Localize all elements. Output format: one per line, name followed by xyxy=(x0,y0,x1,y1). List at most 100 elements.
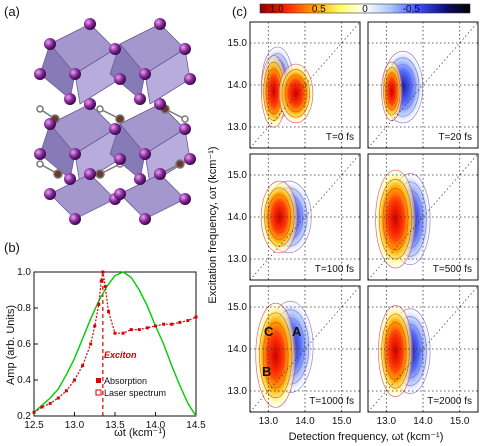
panel-c-ytick-label: 14.0 xyxy=(228,80,248,91)
absorption-point xyxy=(137,328,141,332)
chart-b-xtick-label: 14.0 xyxy=(146,420,166,431)
contour-line xyxy=(383,67,401,116)
absorption-point xyxy=(101,270,105,274)
panel-c-ytick-label: 13.0 xyxy=(228,386,248,397)
positive-signal-region xyxy=(260,54,287,129)
contour-line xyxy=(255,302,296,408)
contour-line xyxy=(262,322,289,389)
chart-b-ytick-label: 0.6 xyxy=(17,339,31,350)
time-label: T=1000 fs xyxy=(309,396,354,407)
subplot-5: T=2000 fs 13.0 14.0 15.0 xyxy=(367,285,479,427)
contour-line xyxy=(384,322,407,381)
crystal-structure-image xyxy=(34,18,196,225)
positive-signal-region xyxy=(377,304,414,399)
colorbar-tick-label: -1.0 xyxy=(445,4,463,15)
chart-b-ytick-label: 1.0 xyxy=(17,267,31,278)
panel-c-ytick-label: 13.0 xyxy=(228,254,248,265)
absorption-point xyxy=(194,315,198,319)
absorption-point xyxy=(154,324,157,328)
panel-c-ylabel: Excitation frequency, ωτ (kcm⁻¹) xyxy=(207,146,219,303)
positive-signal-region xyxy=(255,301,297,410)
panel-label-b: (b) xyxy=(4,240,20,255)
positive-signal-region xyxy=(374,168,417,270)
contour-line xyxy=(284,74,307,113)
colorbar-tick-label: -0.5 xyxy=(403,4,421,15)
panel-c-xtick-label: 14.0 xyxy=(413,416,433,427)
time-label: T=100 fs xyxy=(315,264,354,275)
positive-signal-region xyxy=(278,63,314,124)
chart-b-xtick-label: 14.5 xyxy=(186,420,206,431)
subplot-3: T=500 fs xyxy=(367,153,479,281)
panel-c-xtick-label: 13.0 xyxy=(377,416,397,427)
chart-b-ytick-label: 0.4 xyxy=(17,375,31,386)
contour-line xyxy=(387,330,404,372)
legend-laser-marker xyxy=(95,389,102,396)
peak-label-b: B xyxy=(262,364,271,379)
subplot-4: T=1000 fs 15.0 14.0 13.0 13.0 14.0 15.0 xyxy=(228,285,361,427)
contour-line xyxy=(260,180,298,254)
subplot-1: T=20 fs xyxy=(367,21,479,149)
panel-c-xtick-label: 14.0 xyxy=(295,416,315,427)
absorption-point xyxy=(145,326,149,330)
absorption-point xyxy=(89,342,93,346)
series-laser-spectrum xyxy=(33,271,197,417)
legend-absorption: Absorption xyxy=(104,376,147,386)
absorption-point xyxy=(81,364,85,368)
absorption-point xyxy=(56,396,60,400)
absorption-point xyxy=(178,320,182,324)
absorption-point xyxy=(97,302,101,306)
contour-line xyxy=(266,331,285,379)
panel-c-xtick-label: 15.0 xyxy=(450,416,470,427)
time-label: T=20 fs xyxy=(438,132,472,143)
absorption-point xyxy=(129,328,133,332)
panel-c-ytick-label: 15.0 xyxy=(228,302,248,313)
subplot-0: T=0 fs 15.0 14.0 13.0 xyxy=(228,21,361,149)
absorption-point xyxy=(103,284,107,288)
colorbar xyxy=(259,3,471,14)
panel-label-c: (c) xyxy=(232,4,248,19)
contour-line xyxy=(382,188,409,251)
absorption-point xyxy=(48,401,52,405)
absorption-point xyxy=(162,322,166,326)
contour-line xyxy=(375,169,416,269)
absorption-point xyxy=(99,279,103,283)
legend-laser: Laser spectrum xyxy=(104,388,166,398)
time-label: T=500 fs xyxy=(433,264,472,275)
peak-label-a: A xyxy=(292,324,302,339)
chart-b-legend: Absorption Laser spectrum xyxy=(95,376,166,398)
absorption-point xyxy=(40,405,44,409)
time-label: T=0 fs xyxy=(326,132,354,143)
absorption-point xyxy=(107,310,111,314)
chart-b-xtick-label: 13.0 xyxy=(65,420,85,431)
contour-line xyxy=(378,178,413,260)
contour-line xyxy=(281,69,311,118)
absorption-point xyxy=(73,378,76,382)
chart-b-xtick-label: 13.5 xyxy=(105,420,125,431)
absorption-point xyxy=(121,331,125,335)
absorption-point xyxy=(170,322,174,326)
absorption-point xyxy=(186,319,190,323)
panel-label-a: (a) xyxy=(4,4,20,19)
panel-c-xtick-label: 15.0 xyxy=(332,416,352,427)
contour-line xyxy=(385,72,399,111)
exciton-label: Exciton xyxy=(104,350,137,360)
panel-c-ytick-label: 14.0 xyxy=(228,344,248,355)
peak-label-c: C xyxy=(264,324,274,339)
panel-c-ytick-label: 14.0 xyxy=(228,212,248,223)
absorption-point xyxy=(32,410,36,414)
colorbar-tick-label: 0 xyxy=(362,4,368,15)
absorption-point xyxy=(113,331,117,335)
panel-c-xtick-label: 13.0 xyxy=(259,416,279,427)
time-label: T=2000 fs xyxy=(427,396,472,407)
panel-c-xlabel: Detection frequency, ωt (kcm⁻¹) xyxy=(289,431,444,443)
contour-line xyxy=(287,80,304,107)
colorbar-tick-label: 1.0 xyxy=(270,4,284,15)
absorption-point xyxy=(93,324,97,328)
contour-line xyxy=(378,305,413,398)
legend-absorption-marker xyxy=(96,378,101,383)
chart-b-xtick-label: 12.5 xyxy=(24,420,44,431)
contour-line xyxy=(386,77,397,105)
absorption-point xyxy=(64,389,68,393)
